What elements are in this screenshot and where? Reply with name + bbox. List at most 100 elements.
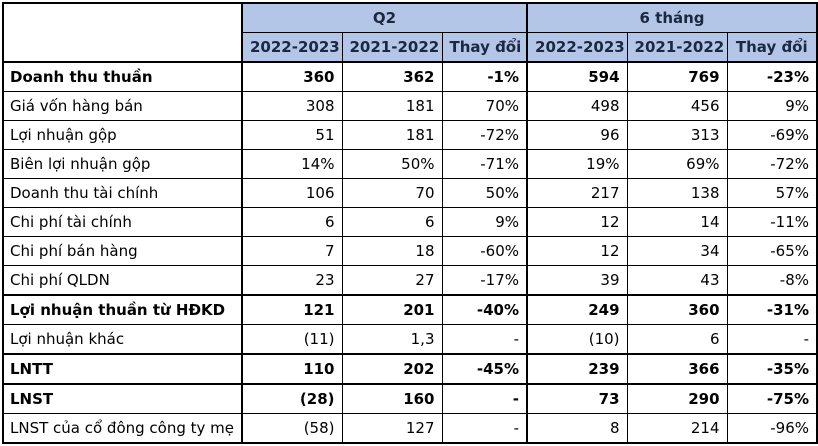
cell-6m-change: -35% bbox=[726, 353, 818, 385]
cell-6m-change: -23% bbox=[726, 61, 818, 92]
cell-6m-change: -75% bbox=[726, 383, 818, 414]
cell-6m-change: -96% bbox=[726, 413, 818, 444]
row-label: Chi phí bán hàng bbox=[2, 236, 243, 266]
cell-q2-change: -1% bbox=[441, 61, 528, 92]
col-header-q2-2021-2022: 2021-2022 bbox=[341, 32, 443, 63]
cell-6m-change: - bbox=[726, 324, 818, 355]
cell-6m-change: -72% bbox=[726, 149, 818, 179]
cell-q2-change: 9% bbox=[441, 207, 528, 237]
cell-6m-change: -65% bbox=[726, 236, 818, 266]
cell-q2-change: 50% bbox=[441, 178, 528, 208]
cell-q2-change: - bbox=[441, 324, 528, 355]
row-label: LNST của cổ đông công ty mẹ bbox=[2, 413, 243, 444]
cell-q2-change: -72% bbox=[441, 120, 528, 150]
table-header: Q2 6 tháng 2022-2023 2021-2022 Thay đổi … bbox=[2, 2, 818, 63]
col-header-6m-change: Thay đổi bbox=[726, 32, 818, 63]
col-header-q2-2022-2023: 2022-2023 bbox=[241, 32, 343, 63]
col-header-q2-change: Thay đổi bbox=[441, 32, 528, 63]
cell-q2-2021-2022: 50% bbox=[341, 149, 443, 179]
row-label: Biên lợi nhuận gộp bbox=[2, 149, 243, 179]
col-header-6m-2022-2023: 2022-2023 bbox=[526, 32, 628, 63]
row-label: Giá vốn hàng bán bbox=[2, 91, 243, 121]
cell-q2-change: -71% bbox=[441, 149, 528, 179]
row-label: LNST bbox=[2, 383, 243, 414]
table-row: Lợi nhuận gộp 51 181 -72% 96 313 -69% bbox=[2, 120, 818, 150]
cell-6m-2022-2023: 39 bbox=[526, 265, 628, 296]
cell-q2-change: - bbox=[441, 383, 528, 414]
cell-q2-2021-2022: 160 bbox=[341, 383, 443, 414]
cell-q2-change: - bbox=[441, 413, 528, 444]
table-row: Biên lợi nhuận gộp 14% 50% -71% 19% 69% … bbox=[2, 149, 818, 179]
cell-q2-2021-2022: 70 bbox=[341, 178, 443, 208]
cell-6m-2022-2023: 73 bbox=[526, 383, 628, 414]
cell-q2-2022-2023: 308 bbox=[241, 91, 343, 121]
corner-cell bbox=[2, 2, 243, 63]
cell-q2-2021-2022: 18 bbox=[341, 236, 443, 266]
cell-q2-2021-2022: 181 bbox=[341, 120, 443, 150]
cell-6m-2021-2022: 69% bbox=[626, 149, 728, 179]
table-row: LNTT 110 202 -45% 239 366 -35% bbox=[2, 353, 818, 385]
cell-6m-2022-2023: 12 bbox=[526, 236, 628, 266]
cell-q2-change: -60% bbox=[441, 236, 528, 266]
cell-q2-2021-2022: 362 bbox=[341, 61, 443, 92]
header-group-row: Q2 6 tháng bbox=[2, 2, 818, 63]
cell-6m-2022-2023: 8 bbox=[526, 413, 628, 444]
cell-6m-2022-2023: 498 bbox=[526, 91, 628, 121]
cell-6m-2021-2022: 769 bbox=[626, 61, 728, 92]
table-row: LNST của cổ đông công ty mẹ (58) 127 - 8… bbox=[2, 413, 818, 444]
cell-6m-2021-2022: 313 bbox=[626, 120, 728, 150]
cell-q2-change: -17% bbox=[441, 265, 528, 296]
cell-6m-2022-2023: 249 bbox=[526, 294, 628, 325]
table-row: Doanh thu thuần 360 362 -1% 594 769 -23% bbox=[2, 61, 818, 92]
cell-6m-2021-2022: 14 bbox=[626, 207, 728, 237]
row-label: Lợi nhuận gộp bbox=[2, 120, 243, 150]
cell-6m-change: -69% bbox=[726, 120, 818, 150]
cell-q2-change: 70% bbox=[441, 91, 528, 121]
cell-q2-2021-2022: 201 bbox=[341, 294, 443, 325]
table-row: Chi phí tài chính 6 6 9% 12 14 -11% bbox=[2, 207, 818, 237]
row-label: Chi phí QLDN bbox=[2, 265, 243, 296]
cell-6m-change: 57% bbox=[726, 178, 818, 208]
row-label: LNTT bbox=[2, 353, 243, 385]
col-header-6m-2021-2022: 2021-2022 bbox=[626, 32, 728, 63]
cell-6m-2021-2022: 6 bbox=[626, 324, 728, 355]
cell-q2-2021-2022: 1,3 bbox=[341, 324, 443, 355]
cell-q2-2022-2023: 7 bbox=[241, 236, 343, 266]
cell-6m-change: -31% bbox=[726, 294, 818, 325]
cell-6m-2021-2022: 360 bbox=[626, 294, 728, 325]
cell-6m-2022-2023: 96 bbox=[526, 120, 628, 150]
cell-q2-2022-2023: 106 bbox=[241, 178, 343, 208]
cell-6m-2021-2022: 366 bbox=[626, 353, 728, 385]
cell-6m-change: -11% bbox=[726, 207, 818, 237]
table-row: Doanh thu tài chính 106 70 50% 217 138 5… bbox=[2, 178, 818, 208]
group-header-q2: Q2 bbox=[240, 2, 528, 33]
cell-6m-2022-2023: 19% bbox=[526, 149, 628, 179]
cell-q2-change: -45% bbox=[441, 353, 528, 385]
cell-q2-2022-2023: 14% bbox=[241, 149, 343, 179]
cell-q2-2022-2023: 360 bbox=[241, 61, 343, 92]
cell-6m-2021-2022: 456 bbox=[626, 91, 728, 121]
table-row: Chi phí QLDN 23 27 -17% 39 43 -8% bbox=[2, 265, 818, 296]
table-row: LNST (28) 160 - 73 290 -75% bbox=[2, 383, 818, 414]
cell-q2-2022-2023: 110 bbox=[241, 353, 343, 385]
group-header-6-thang: 6 tháng bbox=[526, 2, 818, 33]
cell-q2-2022-2023: (11) bbox=[241, 324, 343, 355]
table-body: Doanh thu thuần 360 362 -1% 594 769 -23%… bbox=[2, 61, 818, 444]
cell-q2-2022-2023: 6 bbox=[241, 207, 343, 237]
cell-6m-2022-2023: 594 bbox=[526, 61, 628, 92]
cell-q2-2021-2022: 202 bbox=[341, 353, 443, 385]
cell-6m-2021-2022: 43 bbox=[626, 265, 728, 296]
cell-6m-2021-2022: 214 bbox=[626, 413, 728, 444]
cell-6m-2022-2023: 217 bbox=[526, 178, 628, 208]
row-label: Doanh thu tài chính bbox=[2, 178, 243, 208]
cell-q2-2022-2023: 23 bbox=[241, 265, 343, 296]
cell-6m-change: 9% bbox=[726, 91, 818, 121]
table-row: Chi phí bán hàng 7 18 -60% 12 34 -65% bbox=[2, 236, 818, 266]
cell-6m-2022-2023: 239 bbox=[526, 353, 628, 385]
cell-q2-2022-2023: 51 bbox=[241, 120, 343, 150]
row-label: Lợi nhuận khác bbox=[2, 324, 243, 355]
cell-q2-2021-2022: 6 bbox=[341, 207, 443, 237]
cell-6m-2021-2022: 138 bbox=[626, 178, 728, 208]
cell-q2-change: -40% bbox=[441, 294, 528, 325]
